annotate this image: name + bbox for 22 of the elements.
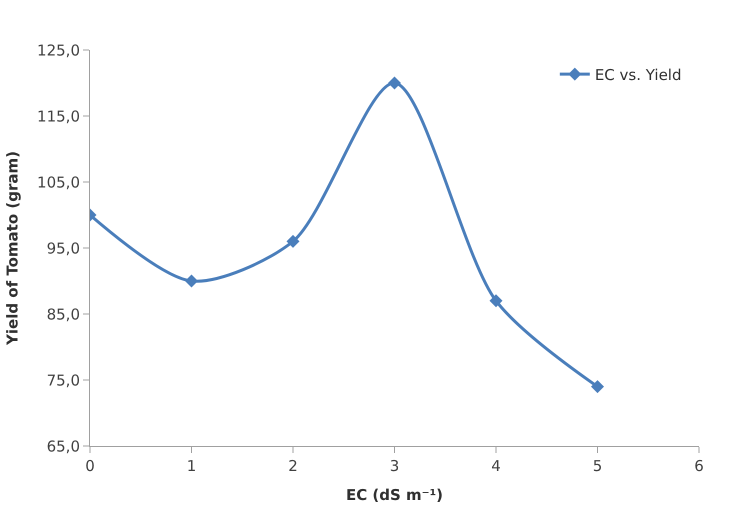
y-tick-label: 95,0: [46, 239, 80, 258]
point: [185, 274, 198, 288]
point: [286, 234, 300, 248]
y-axis-title: Yield of Tomato (gram): [3, 151, 22, 346]
x-tick-label: 0: [85, 457, 95, 475]
legend-label: EC vs. Yield: [594, 66, 682, 84]
x-tick-label: 5: [592, 457, 602, 475]
y-tick-label: 115,0: [37, 107, 80, 126]
point: [591, 380, 604, 394]
y-tick-label: 85,0: [46, 305, 80, 324]
x-tick-label: 4: [491, 457, 501, 475]
y-tick-label: 125,0: [37, 41, 80, 60]
x-tick-label: 2: [288, 457, 298, 475]
y-tick-label: 65,0: [46, 437, 80, 456]
x-tick-label: 1: [186, 457, 196, 475]
y-tick-label: 75,0: [46, 371, 80, 390]
point: [388, 76, 401, 90]
y-tick-label: 105,0: [37, 173, 80, 192]
x-tick-label: 3: [390, 457, 400, 475]
x-tick-label: 6: [694, 457, 704, 475]
x-axis-title: EC (dS m⁻¹): [346, 486, 444, 504]
point: [490, 294, 502, 308]
